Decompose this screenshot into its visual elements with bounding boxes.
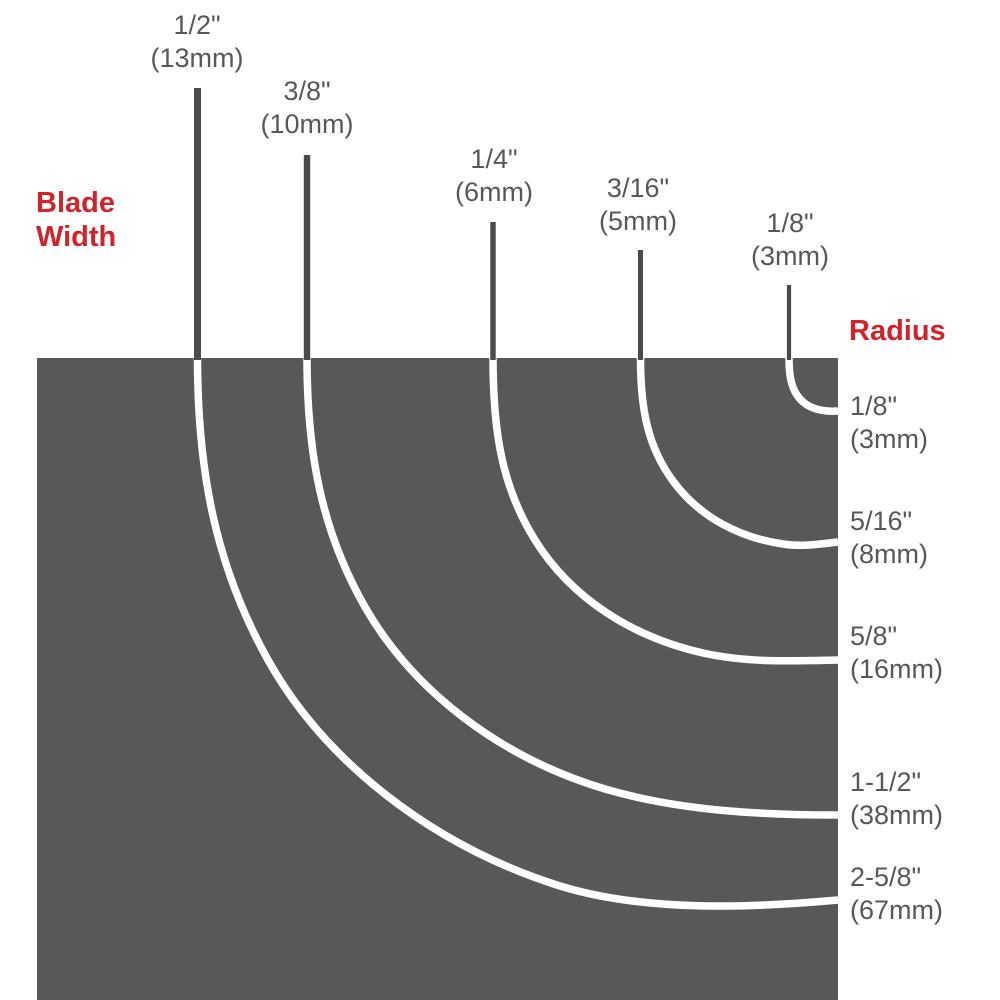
- radius-label-5-8in-metric: (16mm): [850, 654, 943, 684]
- blade-width-label-3-16in-inches: 3/16": [606, 173, 670, 203]
- blade-width-heading-line2: Width: [36, 221, 117, 253]
- radius-label-2-5-8in-inches: 2-5/8": [850, 862, 922, 892]
- blade-width-label-3-8in: 3/8" (10mm): [261, 75, 354, 141]
- blade-width-label-1-2in-inches: 1/2": [173, 10, 221, 40]
- blade-width-label-1-4in-inches: 1/4": [470, 144, 518, 174]
- blade-width-label-3-16in-metric: (5mm): [599, 206, 677, 236]
- kerf-path-3-16in: [636, 357, 839, 549]
- kerf-path-1-4in: [489, 357, 839, 665]
- radius-label-1-8in-inches: 1/8": [850, 391, 898, 421]
- blade-width-label-1-4in-metric: (6mm): [455, 177, 533, 207]
- blade-width-label-3-8in-metric: (10mm): [260, 109, 354, 139]
- radius-heading-label: Radius: [849, 315, 946, 347]
- radius-label-1-8in: 1/8" (3mm): [850, 390, 928, 456]
- blade-width-label-1-8in: 1/8" (3mm): [751, 207, 829, 273]
- radius-label-5-16in-metric: (8mm): [850, 539, 928, 569]
- radius-label-2-5-8in-metric: (67mm): [850, 895, 943, 925]
- kerf-path-3-8in: [303, 357, 839, 819]
- radius-label-5-8in-inches: 5/8": [850, 621, 898, 651]
- blade-bar-3-16in: [638, 250, 643, 360]
- radius-label-5-16in: 5/16" (8mm): [850, 505, 928, 571]
- blade-bar-1-8in: [786, 285, 792, 360]
- blade-width-label-1-4in: 1/4" (6mm): [455, 143, 533, 209]
- blade-width-label-3-8in-inches: 3/8": [283, 76, 331, 106]
- blade-bar-1-4in: [490, 222, 496, 360]
- blade-width-heading-line1: Blade: [36, 187, 115, 219]
- blade-width-label-1-8in-metric: (3mm): [751, 241, 829, 271]
- blade-bar-3-8in: [303, 155, 311, 360]
- radius-label-1-1-2in-inches: 1-1/2": [850, 767, 922, 797]
- kerf-path-1-2in: [193, 357, 839, 910]
- material-block: [37, 358, 838, 1000]
- blade-bar-1-2in: [194, 88, 201, 360]
- radius-label-1-8in-metric: (3mm): [850, 424, 928, 454]
- radius-label-5-8in: 5/8" (16mm): [850, 620, 943, 686]
- radius-label-5-16in-inches: 5/16": [850, 506, 913, 536]
- radius-label-1-1-2in: 1-1/2" (38mm): [850, 766, 943, 832]
- radius-label-1-1-2in-metric: (38mm): [850, 800, 943, 830]
- blade-width-label-3-16in: 3/16" (5mm): [599, 172, 677, 238]
- radius-heading: Radius: [849, 314, 946, 348]
- blade-width-label-1-2in-metric: (13mm): [150, 43, 244, 73]
- blade-width-label-1-8in-inches: 1/8": [766, 208, 814, 238]
- kerf-path-1-8in: [785, 357, 839, 415]
- blade-width-heading: Blade Width: [36, 186, 116, 254]
- radius-label-2-5-8in: 2-5/8" (67mm): [850, 861, 943, 927]
- blade-width-label-1-2in: 1/2" (13mm): [151, 9, 244, 75]
